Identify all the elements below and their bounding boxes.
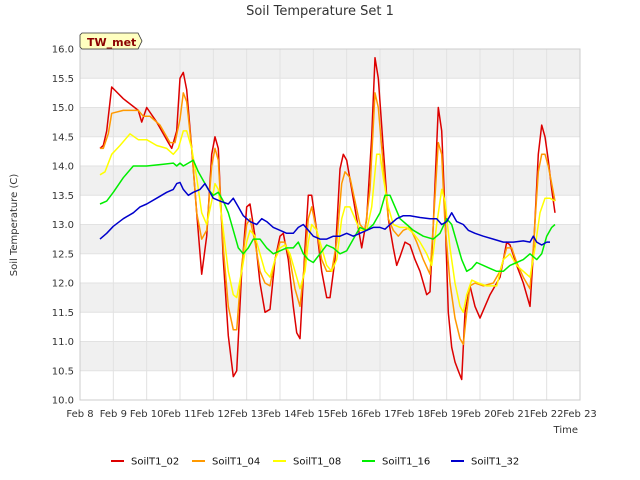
plot-background-bands (80, 49, 580, 371)
y-tick-label: 12.0 (52, 279, 74, 290)
x-tick-label: Feb 14 (263, 409, 297, 420)
legend-label: SoilT1_04 (212, 457, 260, 468)
y-tick-label: 12.5 (52, 249, 74, 260)
x-tick-label: Feb 18 (397, 409, 431, 420)
background-band (80, 224, 580, 254)
y-tick-label: 15.0 (52, 103, 74, 114)
legend-label: SoilT1_02 (131, 457, 179, 468)
background-band (80, 166, 580, 196)
y-axis-label: Soil Temperature (C) (9, 174, 20, 277)
legend-item: SoilT1_02 (111, 457, 179, 468)
y-axis-ticks: 10.0 10.5 11.0 11.5 12.0 12.5 13.0 13.5 14.0 14.5… (52, 45, 74, 407)
x-tick-label: Feb 11 (163, 409, 197, 420)
background-band (80, 107, 580, 137)
series-line-soilt1-04 (100, 92, 556, 346)
legend-item: SoilT1_04 (192, 457, 260, 468)
x-tick-label: Feb 13 (230, 409, 264, 420)
x-axis-ticks: Feb 8 Feb 9 Feb 10 Feb 11 Feb 12 Feb 13 Feb 14… (66, 409, 596, 420)
background-band (80, 341, 580, 371)
y-tick-label: 15.5 (52, 74, 74, 85)
x-tick-label: Feb 10 (130, 409, 164, 420)
station-badge: TW_met (79, 32, 143, 50)
x-tick-label: Feb 15 (297, 409, 331, 420)
y-tick-label: 10.5 (52, 366, 74, 377)
y-tick-label: 13.0 (52, 220, 74, 231)
legend-item: SoilT1_32 (451, 457, 519, 468)
y-tick-label: 14.0 (52, 162, 74, 173)
x-tick-label: Feb 9 (100, 409, 127, 420)
background-band (80, 49, 580, 79)
y-tick-label: 13.5 (52, 191, 74, 202)
legend-item: SoilT1_08 (273, 457, 341, 468)
legend-item: SoilT1_16 (362, 457, 430, 468)
x-tick-label: Feb 21 (497, 409, 531, 420)
series-line-soilt1-08 (99, 130, 556, 314)
x-tick-label: Feb 17 (363, 409, 397, 420)
chart-title: Soil Temperature Set 1 (246, 4, 394, 19)
plot-frame (79, 48, 581, 401)
x-tick-label: Feb 8 (66, 409, 93, 420)
y-tick-label: 14.5 (52, 132, 74, 143)
y-tick-label: 10.0 (52, 396, 74, 407)
legend-label: SoilT1_16 (382, 457, 430, 468)
x-tick-label: Feb 19 (430, 409, 464, 420)
series-line-soilt1-32 (99, 181, 550, 246)
series-line-soilt1-02 (99, 57, 556, 381)
series-lines (99, 57, 556, 381)
y-tick-label: 11.5 (52, 308, 74, 319)
y-tick-label: 11.0 (52, 337, 74, 348)
x-axis-label: Time (553, 425, 578, 436)
x-tick-label: Feb 22 (530, 409, 564, 420)
x-tick-label: Feb 12 (197, 409, 231, 420)
legend-label: SoilT1_08 (293, 457, 341, 468)
x-tick-label: Feb 20 (463, 409, 497, 420)
series-line-soilt1-16 (99, 159, 556, 273)
legend-label: SoilT1_32 (471, 457, 519, 468)
x-tick-label: Feb 23 (563, 409, 597, 420)
y-tick-label: 16.0 (52, 45, 74, 56)
station-label: TW_met (87, 36, 136, 49)
x-tick-label: Feb 16 (330, 409, 364, 420)
legend: SoilT1_02 SoilT1_04 SoilT1_08 SoilT1_16 Soil… (111, 457, 519, 468)
